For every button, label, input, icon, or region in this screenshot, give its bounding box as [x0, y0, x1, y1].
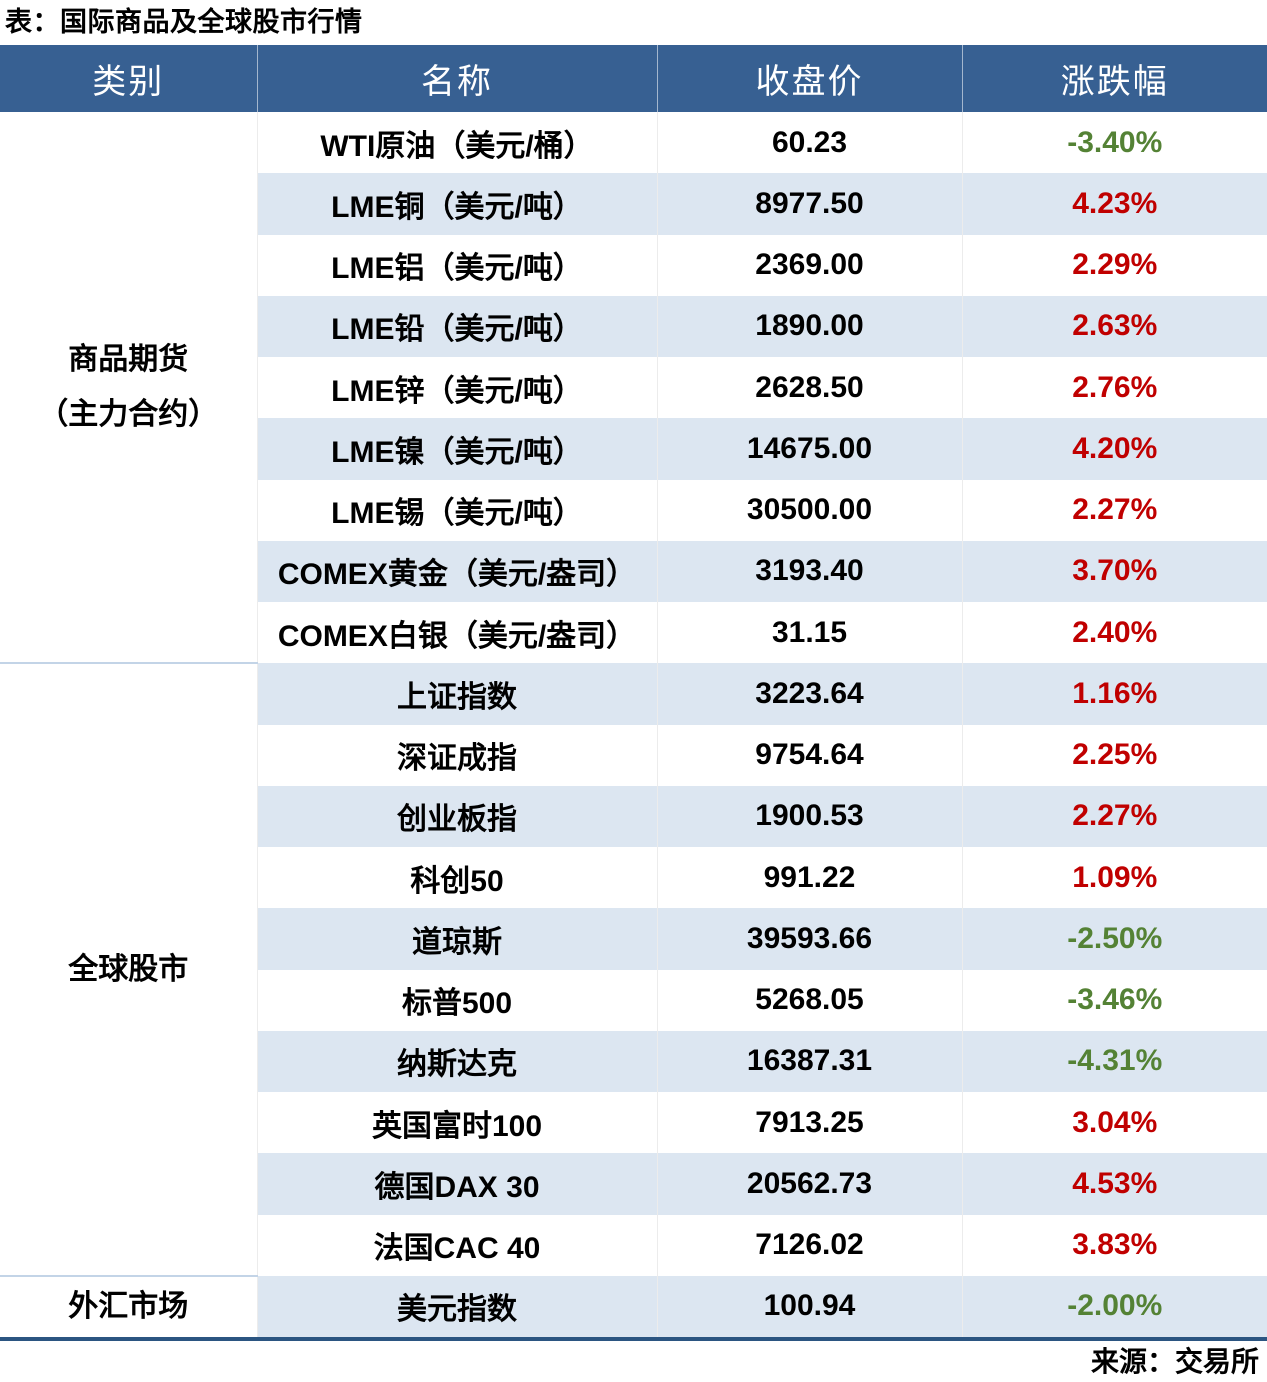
- table-row: 法国CAC 40 7126.02 3.83%: [0, 1214, 1267, 1276]
- change-percent-cell: -3.46%: [961, 969, 1267, 1031]
- change-percent-cell: 2.27%: [961, 479, 1267, 541]
- table-row: LME锡（美元/吨） 30500.00 2.27%: [0, 479, 1267, 541]
- name-cell: LME铜（美元/吨）: [256, 173, 657, 235]
- name-cell: 德国DAX 30: [256, 1153, 657, 1215]
- change-percent-cell: -4.31%: [961, 1030, 1267, 1092]
- table-row: 纳斯达克 16387.31 -4.31%: [0, 1030, 1267, 1092]
- category-cell: 全球股市: [0, 663, 257, 1277]
- change-percent-cell: 2.27%: [961, 785, 1267, 847]
- header-category: 类别: [0, 45, 257, 112]
- change-percent-cell: -3.40%: [961, 112, 1267, 174]
- name-cell: COMEX黄金（美元/盎司）: [256, 540, 657, 602]
- header-close: 收盘价: [656, 45, 962, 112]
- close-price-cell: 2369.00: [656, 234, 962, 296]
- name-cell: LME镍（美元/吨）: [256, 418, 657, 480]
- header-name: 名称: [256, 45, 657, 112]
- name-cell: LME锡（美元/吨）: [256, 479, 657, 541]
- category-line: 商品期货: [68, 343, 189, 377]
- close-price-cell: 16387.31: [656, 1030, 962, 1092]
- close-price-cell: 3193.40: [656, 540, 962, 602]
- change-percent-cell: 3.04%: [961, 1092, 1267, 1154]
- name-cell: 深证成指: [256, 724, 657, 786]
- category-line: 全球股市: [68, 953, 189, 986]
- table-row: LME铅（美元/吨） 1890.00 2.63%: [0, 295, 1267, 357]
- change-percent-cell: 3.83%: [961, 1214, 1267, 1276]
- close-price-cell: 3223.64: [656, 663, 962, 725]
- close-price-cell: 31.15: [656, 602, 962, 664]
- name-cell: 科创50: [256, 847, 657, 909]
- close-price-cell: 991.22: [656, 847, 962, 909]
- category-line: （主力合约）: [38, 398, 219, 432]
- name-cell: 创业板指: [256, 785, 657, 847]
- close-price-cell: 39593.66: [656, 908, 962, 970]
- name-cell: 英国富时100: [256, 1092, 657, 1154]
- name-cell: COMEX白银（美元/盎司）: [256, 602, 657, 664]
- table-row: LME铝（美元/吨） 2369.00 2.29%: [0, 234, 1267, 296]
- table-row: COMEX白银（美元/盎司） 31.15 2.40%: [0, 602, 1267, 664]
- name-cell: 纳斯达克: [256, 1030, 657, 1092]
- change-percent-cell: 2.76%: [961, 357, 1267, 419]
- name-cell: WTI原油（美元/桶）: [256, 112, 657, 174]
- close-price-cell: 7126.02: [656, 1214, 962, 1276]
- table-bottom-border: [0, 1337, 1267, 1341]
- table-row: LME锌（美元/吨） 2628.50 2.76%: [0, 357, 1267, 419]
- table-row: 标普500 5268.05 -3.46%: [0, 969, 1267, 1031]
- source-label: 来源：交易所: [1090, 1346, 1259, 1377]
- name-cell: 道琼斯: [256, 908, 657, 970]
- name-cell: 上证指数: [256, 663, 657, 725]
- table-row: 科创50 991.22 1.09%: [0, 847, 1267, 909]
- category-cell: 外汇市场: [0, 1275, 257, 1337]
- table-row: 商品期货 （主力合约） WTI原油（美元/桶） 60.23 -3.40%: [0, 112, 1267, 665]
- market-table: 类别 名称 收盘价 涨跌幅 商品期货 （主力合约） WTI原油（美元/桶） 60.23…: [0, 45, 1267, 1337]
- change-percent-cell: 3.70%: [961, 540, 1267, 602]
- change-percent-cell: 2.63%: [961, 295, 1267, 357]
- category-line: 外汇市场: [68, 1290, 189, 1324]
- table-row: COMEX黄金（美元/盎司） 3193.40 3.70%: [0, 540, 1267, 602]
- close-price-cell: 8977.50: [656, 173, 962, 235]
- close-price-cell: 14675.00: [656, 418, 962, 480]
- close-price-cell: 2628.50: [656, 357, 962, 419]
- name-cell: 美元指数: [256, 1275, 657, 1337]
- change-percent-cell: 2.29%: [961, 234, 1267, 296]
- name-cell: LME锌（美元/吨）: [256, 357, 657, 419]
- close-price-cell: 60.23: [656, 112, 962, 174]
- table-row: LME铜（美元/吨） 8977.50 4.23%: [0, 173, 1267, 235]
- change-percent-cell: -2.50%: [961, 908, 1267, 970]
- table-row: 外汇市场 美元指数 100.94 -2.00%: [0, 1275, 1267, 1337]
- close-price-cell: 5268.05: [656, 969, 962, 1031]
- close-price-cell: 7913.25: [656, 1092, 962, 1154]
- name-cell: 标普500: [256, 969, 657, 1031]
- table-row: 创业板指 1900.53 2.27%: [0, 785, 1267, 847]
- close-price-cell: 1900.53: [656, 785, 962, 847]
- change-percent-cell: 4.20%: [961, 418, 1267, 480]
- table-header-row: 类别 名称 收盘价 涨跌幅: [0, 45, 1267, 112]
- category-cell: 商品期货 （主力合约）: [0, 112, 257, 665]
- page-title: 表：国际商品及全球股市行情: [5, 7, 363, 37]
- table-row: 道琼斯 39593.66 -2.50%: [0, 908, 1267, 970]
- close-price-cell: 20562.73: [656, 1153, 962, 1215]
- header-change: 涨跌幅: [961, 45, 1267, 112]
- close-price-cell: 1890.00: [656, 295, 962, 357]
- change-percent-cell: 4.23%: [961, 173, 1267, 235]
- table-row: LME镍（美元/吨） 14675.00 4.20%: [0, 418, 1267, 480]
- change-percent-cell: 1.09%: [961, 847, 1267, 909]
- change-percent-cell: 1.16%: [961, 663, 1267, 725]
- change-percent-cell: 4.53%: [961, 1153, 1267, 1215]
- table-row: 全球股市 上证指数 3223.64 1.16%: [0, 663, 1267, 1277]
- change-percent-cell: 2.25%: [961, 724, 1267, 786]
- close-price-cell: 9754.64: [656, 724, 962, 786]
- change-percent-cell: 2.40%: [961, 602, 1267, 664]
- name-cell: LME铝（美元/吨）: [256, 234, 657, 296]
- name-cell: 法国CAC 40: [256, 1214, 657, 1276]
- table-row: 英国富时100 7913.25 3.04%: [0, 1092, 1267, 1154]
- table-row: 深证成指 9754.64 2.25%: [0, 724, 1267, 786]
- close-price-cell: 30500.00: [656, 479, 962, 541]
- table-row: 德国DAX 30 20562.73 4.53%: [0, 1153, 1267, 1215]
- close-price-cell: 100.94: [656, 1275, 962, 1337]
- name-cell: LME铅（美元/吨）: [256, 295, 657, 357]
- change-percent-cell: -2.00%: [961, 1275, 1267, 1337]
